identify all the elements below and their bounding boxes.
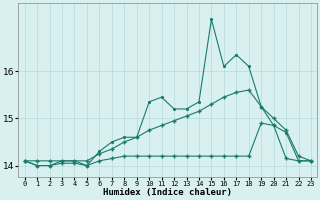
X-axis label: Humidex (Indice chaleur): Humidex (Indice chaleur) [103, 188, 232, 197]
